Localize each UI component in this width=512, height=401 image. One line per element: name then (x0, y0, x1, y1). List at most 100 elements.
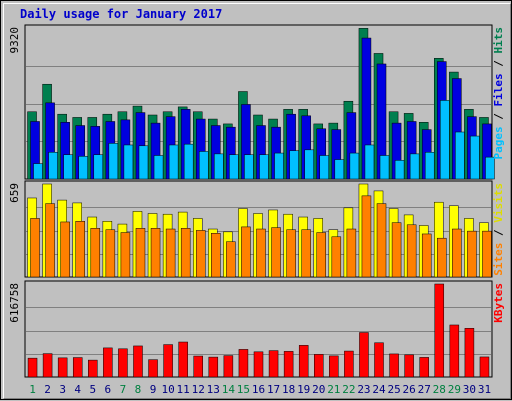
bar-sites-day-5 (90, 228, 101, 278)
bar-pages-day-12 (198, 151, 209, 180)
bar-kbytes-day-31 (479, 356, 490, 378)
bar-kbytes-day-3 (57, 357, 68, 378)
bar-kbytes-day-17 (268, 350, 279, 378)
bar-kbytes-day-27 (419, 357, 429, 378)
bar-pages-day-31 (485, 156, 495, 180)
x-tick-day-2: 2 (44, 383, 51, 396)
bar-sites-day-20 (316, 232, 327, 278)
bar-kbytes-day-13 (208, 356, 219, 378)
x-tick-day-10: 10 (161, 383, 174, 396)
legend-label-kbytes: KBytes (492, 283, 505, 323)
bar-pages-day-7 (123, 144, 134, 180)
bar-pages-day-26 (409, 153, 420, 180)
bar-pages-day-24 (379, 155, 390, 180)
bar-kbytes-day-30 (464, 328, 475, 378)
legend-part-hits-files-pages-0: Pages (492, 126, 505, 159)
bar-sites-day-23 (361, 195, 372, 278)
legend-label-hits-files-pages: Pages / Files / Hits (492, 27, 505, 160)
bar-pages-day-20 (319, 155, 330, 180)
x-tick-day-15: 15 (237, 383, 250, 396)
x-tick-day-27: 27 (418, 383, 431, 396)
bar-pages-day-22 (349, 152, 360, 180)
legend-part-visits-sites-0: Sites (492, 243, 505, 276)
bar-pages-day-2 (48, 152, 58, 180)
bar-sites-day-22 (346, 228, 357, 278)
bar-pages-day-25 (394, 160, 405, 180)
legend-part-hits-files-pages-4: Hits (492, 27, 505, 54)
x-tick-day-5: 5 (89, 383, 96, 396)
bar-sites-day-16 (256, 228, 266, 278)
ymax-label-kbytes: 616758 (8, 283, 21, 323)
bar-pages-day-8 (138, 145, 149, 180)
bar-sites-day-10 (165, 228, 176, 278)
bar-kbytes-day-18 (283, 351, 294, 378)
bar-sites-day-8 (135, 228, 146, 278)
x-tick-day-18: 18 (282, 383, 295, 396)
x-tick-day-3: 3 (59, 383, 66, 396)
bar-pages-day-10 (168, 144, 179, 180)
bar-kbytes-day-24 (374, 342, 384, 378)
legend-label-visits-sites: Sites / Visits (492, 183, 505, 276)
x-tick-day-30: 30 (463, 383, 476, 396)
bar-sites-day-1 (30, 218, 40, 278)
x-tick-day-6: 6 (105, 383, 112, 396)
x-tick-day-22: 22 (342, 383, 355, 396)
bar-kbytes-day-8 (133, 345, 143, 378)
legend-part-visits-sites-1: / (492, 223, 505, 243)
bar-kbytes-day-7 (118, 348, 128, 378)
x-tick-day-25: 25 (387, 383, 400, 396)
bar-kbytes-day-14 (223, 355, 234, 378)
bar-sites-day-15 (241, 226, 251, 278)
bar-kbytes-day-4 (72, 357, 83, 378)
x-tick-day-14: 14 (222, 383, 236, 396)
x-tick-day-17: 17 (267, 383, 280, 396)
bar-pages-day-15 (244, 154, 254, 180)
bar-pages-day-27 (424, 152, 435, 180)
bar-pages-day-18 (289, 150, 299, 180)
bar-sites-day-9 (150, 228, 161, 278)
bar-kbytes-day-22 (344, 350, 354, 378)
x-tick-day-11: 11 (177, 383, 190, 396)
x-tick-day-19: 19 (297, 383, 310, 396)
bar-sites-day-2 (45, 203, 55, 278)
bar-sites-day-14 (226, 241, 236, 278)
bar-kbytes-day-15 (238, 349, 249, 378)
bar-sites-day-12 (195, 230, 206, 278)
legend-part-kbytes-0: KBytes (492, 283, 505, 323)
bar-kbytes-day-21 (329, 355, 339, 378)
bar-kbytes-day-6 (103, 347, 113, 378)
bar-pages-day-21 (334, 159, 345, 180)
x-tick-day-26: 26 (403, 383, 416, 396)
bar-sites-day-27 (421, 233, 432, 278)
bar-kbytes-day-25 (389, 353, 399, 378)
x-tick-day-7: 7 (120, 383, 127, 396)
bar-pages-day-17 (274, 152, 284, 180)
legend-part-hits-files-pages-2: Files (492, 73, 505, 106)
bar-sites-day-7 (120, 232, 131, 278)
bar-kbytes-day-19 (298, 345, 309, 378)
x-tick-day-9: 9 (150, 383, 157, 396)
x-tick-day-16: 16 (252, 383, 265, 396)
x-tick-day-24: 24 (372, 383, 386, 396)
bar-pages-day-4 (78, 156, 88, 180)
bar-sites-day-24 (376, 203, 387, 278)
bar-pages-day-1 (33, 163, 43, 180)
bar-kbytes-day-2 (42, 353, 53, 378)
bar-pages-day-23 (364, 144, 375, 180)
x-tick-day-20: 20 (312, 383, 325, 396)
bar-sites-day-18 (286, 229, 296, 278)
bar-pages-day-5 (93, 154, 104, 180)
bar-sites-day-4 (75, 221, 85, 278)
legend-part-visits-sites-2: Visits (492, 183, 505, 223)
bar-pages-day-3 (63, 154, 73, 180)
bar-pages-day-28 (440, 100, 450, 180)
bar-sites-day-19 (301, 229, 311, 278)
bar-pages-day-9 (153, 155, 164, 180)
chart-title: Daily usage for January 2017 (20, 7, 222, 21)
bar-sites-day-11 (180, 228, 191, 278)
x-tick-day-28: 28 (433, 383, 446, 396)
bar-sites-day-6 (105, 229, 116, 278)
bar-sites-day-28 (437, 237, 447, 278)
bar-kbytes-day-23 (359, 332, 369, 378)
